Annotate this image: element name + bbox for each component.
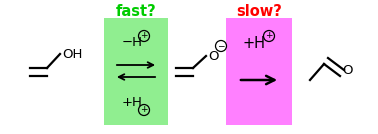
Text: O: O xyxy=(342,64,353,77)
Bar xyxy=(226,18,292,125)
Text: −: − xyxy=(217,42,225,51)
Text: +: + xyxy=(140,31,148,40)
Text: slow?: slow? xyxy=(236,5,282,20)
Text: −H: −H xyxy=(122,36,143,49)
Text: fast?: fast? xyxy=(116,5,156,20)
Text: +H: +H xyxy=(243,36,266,51)
Text: O: O xyxy=(208,49,218,62)
Text: +: + xyxy=(140,105,148,114)
Text: +H: +H xyxy=(122,96,143,109)
Text: +: + xyxy=(265,31,273,40)
Bar xyxy=(104,18,168,125)
Text: OH: OH xyxy=(62,47,82,60)
